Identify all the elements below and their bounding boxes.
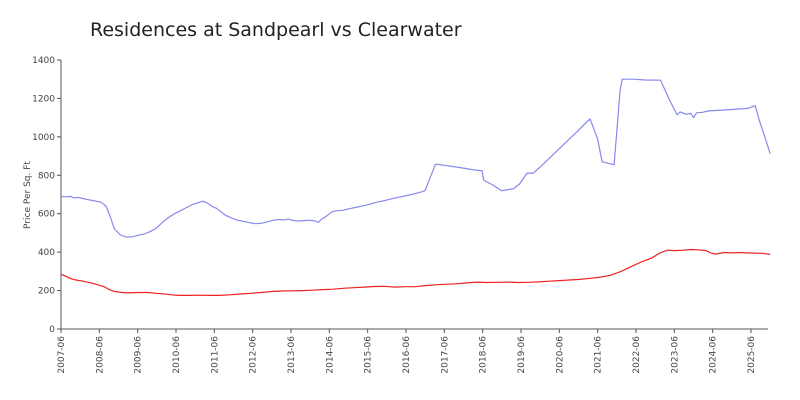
y-tick-label: 1000 (32, 133, 55, 143)
x-tick-label: 2011-06 (210, 336, 220, 374)
x-ticks: 2007-06 2008-06 2009-06 2010-06 2011-06 2012-… (57, 329, 757, 374)
y-tick-label: 1200 (32, 94, 55, 104)
x-tick-label: 2012-06 (249, 336, 259, 374)
x-tick-label: 2008-06 (95, 336, 105, 374)
x-tick-label: 2016-06 (402, 336, 412, 374)
y-tick-label: 400 (38, 248, 55, 258)
x-tick-label: 2025-06 (747, 336, 757, 374)
x-tick-label: 2023-06 (670, 336, 680, 374)
x-tick-label: 2007-06 (57, 336, 67, 374)
x-tick-label: 2024-06 (709, 336, 719, 374)
x-tick-label: 2021-06 (594, 336, 604, 374)
x-tick-label: 2017-06 (440, 336, 450, 374)
y-axis-label: Price Per Sq. Ft (23, 161, 33, 229)
x-tick-label: 2018-06 (479, 336, 489, 374)
x-tick-label: 2019-06 (517, 336, 527, 374)
y-tick-label: 800 (38, 171, 55, 181)
x-tick-label: 2014-06 (325, 336, 335, 374)
y-tick-label: 200 (38, 287, 55, 297)
x-tick-label: 2020-06 (555, 336, 565, 374)
series-line-sandpearl (60, 78, 771, 238)
series-group (60, 78, 771, 296)
chart-title: Residences at Sandpearl vs Clearwater (90, 19, 462, 41)
x-tick-label: 2009-06 (134, 336, 144, 374)
x-tick-label: 2013-06 (287, 336, 297, 374)
y-tick-label: 600 (38, 210, 55, 220)
x-tick-label: 2010-06 (172, 336, 182, 374)
x-tick-label: 2022-06 (632, 336, 642, 374)
y-tick-label: 1400 (32, 56, 55, 66)
y-tick-label: 0 (49, 325, 55, 335)
series-line-clearwater (60, 248, 771, 296)
y-ticks: 0 200 400 600 800 1000 1200 1400 (32, 56, 61, 335)
x-tick-label: 2015-06 (364, 336, 374, 374)
